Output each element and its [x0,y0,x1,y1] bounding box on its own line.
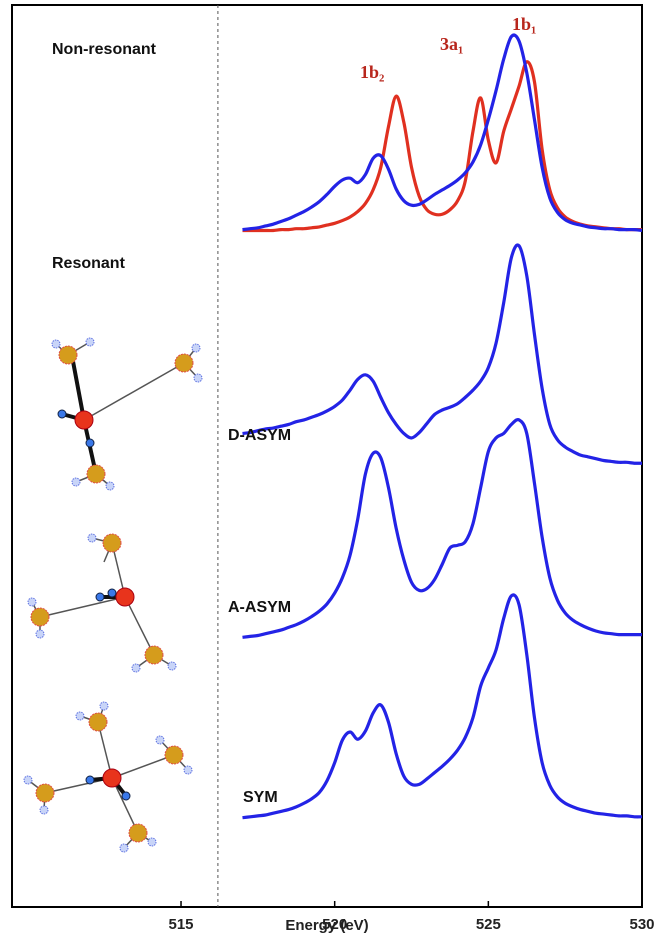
x-tick-label: 525 [476,916,501,933]
x-tick-label: 520 [322,916,347,933]
x-tick-label: 515 [169,916,194,933]
spectrum-line [242,243,643,465]
section-label: Non-resonant [52,41,157,58]
section-label: Resonant [52,255,126,272]
molecule-a-asym [27,533,177,673]
x-tick-label: 530 [629,916,654,933]
spectrum-line [242,60,642,233]
molecule-d-asym [51,337,203,491]
x-axis-label: Energy (eV) [285,917,368,934]
plot-frame [11,4,643,908]
spectrum-line [242,593,643,820]
spectrum-line [242,417,642,639]
series-label: A-ASYM [228,599,291,616]
spectrum-line [242,33,643,233]
molecule-sym [23,701,193,853]
series-label: SYM [243,789,278,806]
peak-label: 1b₁ [512,14,536,34]
peak-label: 1b₂ [360,62,384,82]
series-label: D-ASYM [228,427,291,444]
peak-label: 3a₁ [440,34,463,54]
